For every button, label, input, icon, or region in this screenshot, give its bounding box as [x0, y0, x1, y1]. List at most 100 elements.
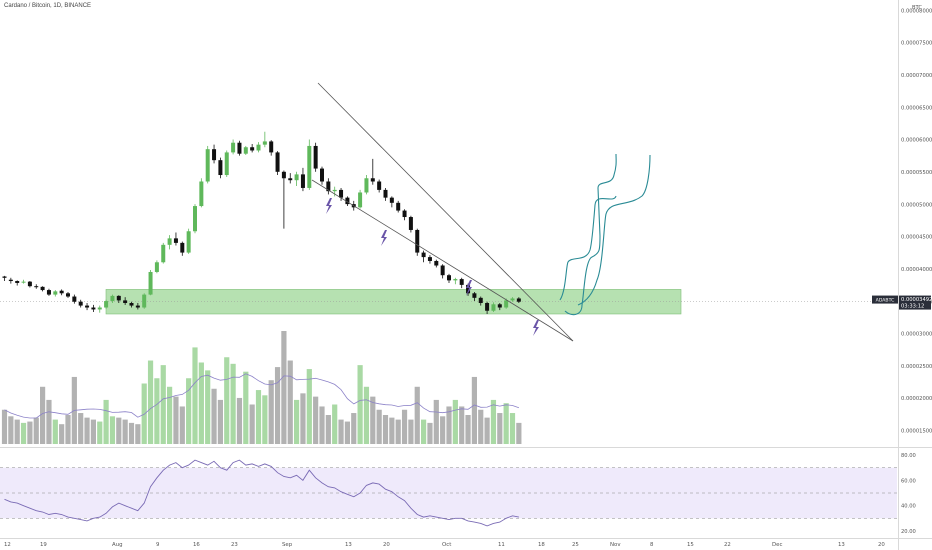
volume-bar [287, 360, 293, 444]
candle-body [383, 189, 388, 198]
volume-bar [452, 399, 458, 444]
volume-bar [440, 416, 446, 444]
symbol-badge [872, 295, 898, 304]
time-axis-label: 18 [538, 542, 545, 548]
rsi-line [4, 459, 519, 527]
candle-body [447, 275, 451, 281]
candle-body [116, 295, 121, 301]
volume-bar [306, 369, 312, 444]
candle-body [205, 149, 210, 182]
descending-trendline-lower [311, 179, 574, 342]
volume-bar [1, 409, 8, 444]
candle-body [243, 147, 248, 154]
candle-body [53, 291, 58, 295]
candle-body [123, 300, 128, 303]
lightning-icon [381, 230, 387, 246]
rsi-axis-label: 20.00 [901, 529, 916, 535]
candle-body [66, 293, 70, 297]
candle-body [262, 141, 267, 145]
volume-bar [338, 419, 344, 444]
time-axis-label: 8 [650, 542, 654, 548]
candle-body [142, 294, 147, 308]
volume-bar [459, 406, 465, 444]
candle-body [415, 229, 420, 253]
price-axis-label: 0.00006000 [901, 138, 932, 144]
volume-bar [192, 347, 198, 444]
volume-bar [173, 396, 179, 444]
candle-body [250, 147, 255, 151]
volume-bar [109, 416, 116, 444]
candle-body [2, 276, 7, 278]
candle-body [167, 238, 172, 245]
volume-bar [300, 393, 306, 444]
candle-body [212, 149, 217, 161]
candle-body [85, 305, 90, 308]
candle-body [27, 281, 32, 287]
candle-body [135, 305, 140, 308]
candle-body [510, 298, 515, 301]
volume-bar [516, 422, 522, 444]
volume-bar [217, 399, 223, 444]
price-axis-label: 0.00004000 [901, 267, 932, 273]
volume-bar [46, 399, 52, 444]
volume-bar [389, 417, 395, 444]
candle-body [59, 290, 64, 294]
rsi-axis-label: 60.00 [901, 478, 916, 484]
time-axis-label: Dec [772, 542, 782, 548]
candle-body [8, 279, 13, 282]
volume-ma-line [4, 373, 520, 419]
candle-body [377, 181, 382, 190]
volume-bar [490, 399, 497, 444]
time-axis-label: 16 [193, 542, 200, 548]
time-axis-label: Sep [282, 542, 293, 548]
candle-body [440, 265, 445, 276]
candle-body [72, 296, 77, 302]
candle-body [269, 141, 274, 153]
volume-bar [427, 422, 433, 444]
candle-body [104, 301, 109, 308]
volume-bar [8, 416, 14, 444]
candle-body [453, 279, 458, 281]
volume-bar [40, 386, 46, 444]
candle-body [21, 281, 26, 283]
volume-bar [186, 378, 192, 444]
candle-body [472, 293, 477, 298]
candle-body [434, 260, 439, 266]
volume-bar [465, 415, 471, 444]
candle-body [281, 171, 286, 179]
volume-bar [408, 419, 414, 444]
volume-bar [274, 367, 281, 444]
volume-bar [446, 406, 452, 444]
volume-bar [243, 371, 249, 444]
candle-body [193, 206, 197, 232]
candle-body [421, 252, 426, 258]
time-axis-label: 20 [878, 542, 885, 548]
price-axis-currency: BTC [912, 5, 922, 11]
candle-body [154, 262, 159, 272]
volume-bar [351, 413, 357, 444]
volume-bar [90, 419, 96, 444]
volume-bar [147, 360, 154, 444]
volume-bar [65, 415, 71, 444]
volume-bar [167, 386, 173, 444]
time-axis-label: 13 [838, 542, 845, 548]
volume-bar [33, 417, 39, 444]
time-axis-label: 11 [498, 542, 505, 548]
candle-body [396, 202, 401, 211]
candle-body [332, 189, 337, 192]
price-axis-label: 0.00005500 [901, 170, 932, 176]
volume-bar [376, 409, 382, 444]
volume-bar [313, 396, 319, 444]
time-axis-label: 15 [687, 542, 694, 548]
volume-bar [128, 422, 135, 444]
candle-body [199, 181, 204, 207]
volume-bar [421, 419, 427, 444]
volume-bar [268, 380, 274, 444]
volume-bar [97, 421, 103, 444]
candle-body [294, 174, 299, 181]
price-axis-label: 0.00003000 [901, 332, 932, 338]
candle-body [313, 145, 318, 169]
candle-body [275, 152, 280, 172]
candle-body [485, 302, 490, 311]
